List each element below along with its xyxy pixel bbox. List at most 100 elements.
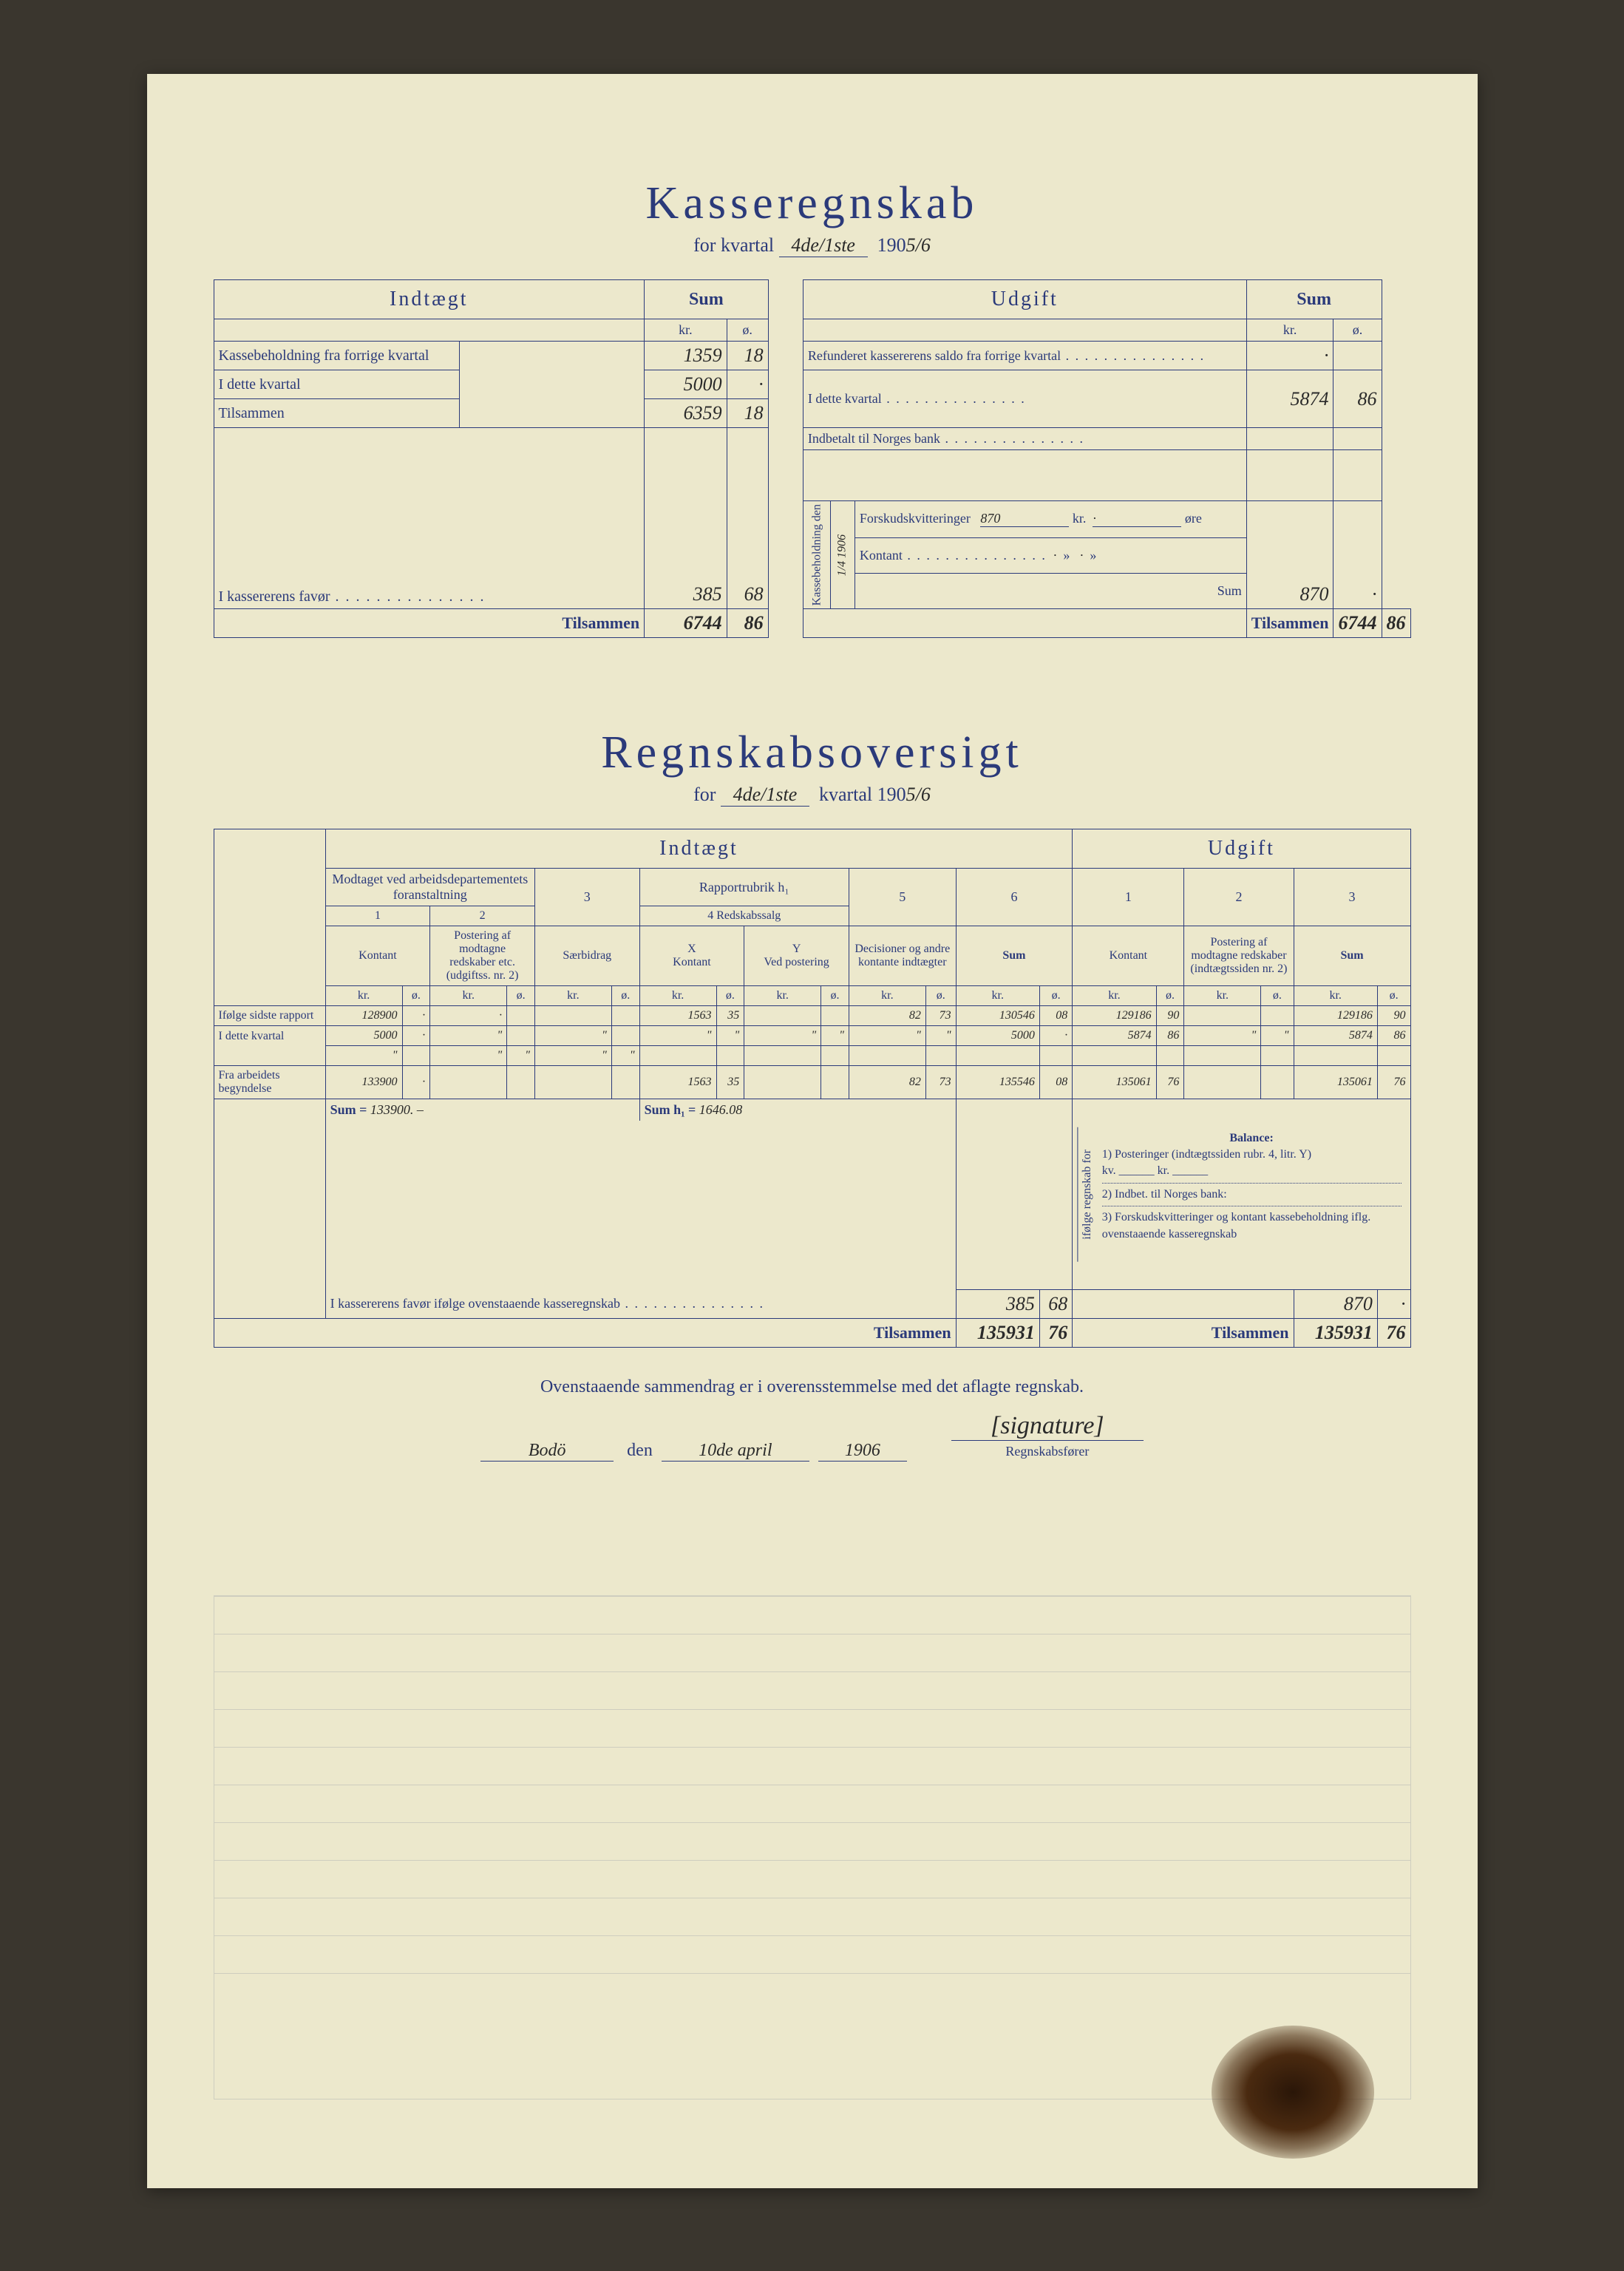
s2-postu: Postering af modtagne redskaber (indtægt… (1184, 926, 1294, 986)
r-r3-label: Indbetalt til Norges bank (803, 428, 1246, 450)
cell (1294, 1046, 1377, 1066)
r-r2-o: 86 (1333, 370, 1382, 428)
l-r2-kr: 5000 (645, 370, 727, 399)
att-line: Ovenstaaende sammendrag er i overensstem… (214, 1377, 1411, 1397)
s2-u1: 1 (1073, 869, 1184, 926)
cell (507, 1006, 535, 1026)
r-r1-label: Refunderet kassererens saldo fra forrige… (803, 342, 1246, 370)
kasse-vert: Kassebeholdning den (810, 504, 823, 605)
cell (639, 1046, 716, 1066)
r-r1-o (1333, 342, 1382, 370)
sum1-val: 133900. – (370, 1102, 424, 1117)
cell (1261, 1066, 1294, 1099)
cell: 129186 (1294, 1006, 1377, 1026)
cell: · (402, 1006, 430, 1026)
cell: 130546 (956, 1006, 1039, 1026)
cell: 129186 (1073, 1006, 1156, 1026)
s2-sum2: Sum (1294, 926, 1410, 986)
kr-r: kr. (1246, 319, 1333, 342)
o-l: ø. (727, 319, 768, 342)
cell: · (402, 1066, 430, 1099)
cell (1184, 1006, 1261, 1026)
forskud-kr: 870 (980, 511, 1069, 527)
s2-dec: Decisioner og andre kontante indtægter (849, 926, 956, 986)
r-r2-label: I dette kvartal (803, 370, 1246, 428)
s2-udgift: Udgift (1073, 829, 1410, 869)
cell (1156, 1046, 1184, 1066)
l-r4-label: I kassererens favør (219, 588, 486, 605)
s2-kontant2: Kontant (1073, 926, 1184, 986)
section2-title: Regnskabsoversigt (214, 727, 1411, 779)
cell: 5000 (325, 1026, 402, 1046)
hdr-sum-r: Sum (1246, 280, 1382, 319)
cell: " (1184, 1026, 1261, 1046)
sum2-lbl: Sum h₁ = (645, 1102, 696, 1117)
row-label (214, 1046, 325, 1066)
l-r3-kr: 6359 (645, 399, 727, 428)
cell (534, 1006, 611, 1026)
quarter-hw: 4de/1ste (779, 234, 868, 257)
cell: " (849, 1026, 925, 1046)
l-tils-kr: 6744 (645, 609, 727, 638)
sum-lbl: Sum (855, 574, 1246, 609)
l-r1-label: Kassebeholdning fra forrige kvartal (214, 342, 460, 370)
l-tils-lbl: Tilsammen (214, 609, 645, 638)
cell (1184, 1066, 1261, 1099)
s2-kontant1: Kontant (325, 926, 430, 986)
paper-stain (1212, 2026, 1374, 2159)
hdr-indtaegt: Indtægt (214, 280, 645, 319)
cell (744, 1006, 821, 1026)
s2-c1: 1 (325, 906, 430, 926)
cell: " (430, 1026, 507, 1046)
s2-c2: 2 (430, 906, 535, 926)
cell: 73 (925, 1006, 956, 1026)
l-r1-kr: 1359 (645, 342, 727, 370)
cell: 86 (1156, 1026, 1184, 1046)
s2-sum1: Sum (956, 926, 1073, 986)
r-r1-kr: · (1246, 342, 1333, 370)
l-r2-o: · (727, 370, 768, 399)
year-prefix: 190 (877, 234, 906, 256)
forskud-o: · (1093, 511, 1181, 527)
cell (1261, 1046, 1294, 1066)
s2-tils-kr: 135931 (956, 1318, 1039, 1347)
year-hw: 5/6 (906, 234, 931, 256)
l-tils-o: 86 (727, 609, 768, 638)
s2-c3: 3 (534, 869, 639, 926)
hdr-sum-l: Sum (645, 280, 768, 319)
cell: " (1261, 1026, 1294, 1046)
s2-postering: Postering af modtagne redskaber etc. (ud… (430, 926, 535, 986)
o-r: ø. (1333, 319, 1382, 342)
section1-subtitle: for kvartal 4de/1ste 1905/6 (214, 234, 1411, 257)
r-sum-o: · (1333, 501, 1382, 609)
cell: 90 (1156, 1006, 1184, 1026)
r-r3-o (1333, 428, 1382, 450)
r-r2-kr: 5874 (1246, 370, 1333, 428)
s2-tils-uo: 76 (1377, 1318, 1410, 1347)
s2-modtaget: Modtaget ved arbeidsdepartementets foran… (325, 869, 534, 906)
r-sum-kr: 870 (1246, 501, 1333, 609)
cell: " (639, 1026, 716, 1046)
cell: 76 (1156, 1066, 1184, 1099)
l-r3-label: Tilsammen (214, 399, 460, 428)
row-label: Fra arbeidets begyndelse (214, 1066, 325, 1099)
bal-o: · (1377, 1289, 1410, 1318)
cell: 90 (1377, 1006, 1410, 1026)
kontant-lbl: Kontant (860, 548, 1047, 563)
l-r4-kr: 385 (645, 428, 727, 609)
r-r3-kr (1246, 428, 1333, 450)
cell: " (430, 1046, 507, 1066)
cell: " (534, 1026, 611, 1046)
s2-tils: Tilsammen (214, 1318, 956, 1347)
att-year: 1906 (818, 1441, 907, 1462)
cell: " (325, 1046, 402, 1066)
s2-indtaegt: Indtægt (325, 829, 1073, 869)
cell: 35 (716, 1006, 744, 1026)
kr-l: kr. (645, 319, 727, 342)
s2-tils-ukr: 135931 (1294, 1318, 1377, 1347)
cell: 1563 (639, 1006, 716, 1026)
cell: " (507, 1046, 535, 1066)
cell: 82 (849, 1066, 925, 1099)
cell (716, 1046, 744, 1066)
cell (1073, 1046, 1156, 1066)
